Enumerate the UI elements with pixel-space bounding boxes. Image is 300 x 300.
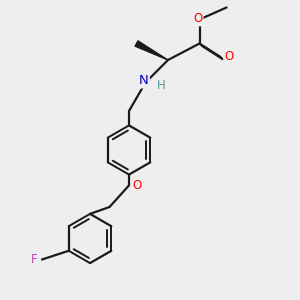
Polygon shape [135,41,168,60]
Text: H: H [157,79,166,92]
Text: F: F [31,253,38,266]
Text: N: N [139,74,149,88]
Text: O: O [194,12,202,26]
Text: O: O [133,179,142,192]
Text: O: O [224,50,233,64]
